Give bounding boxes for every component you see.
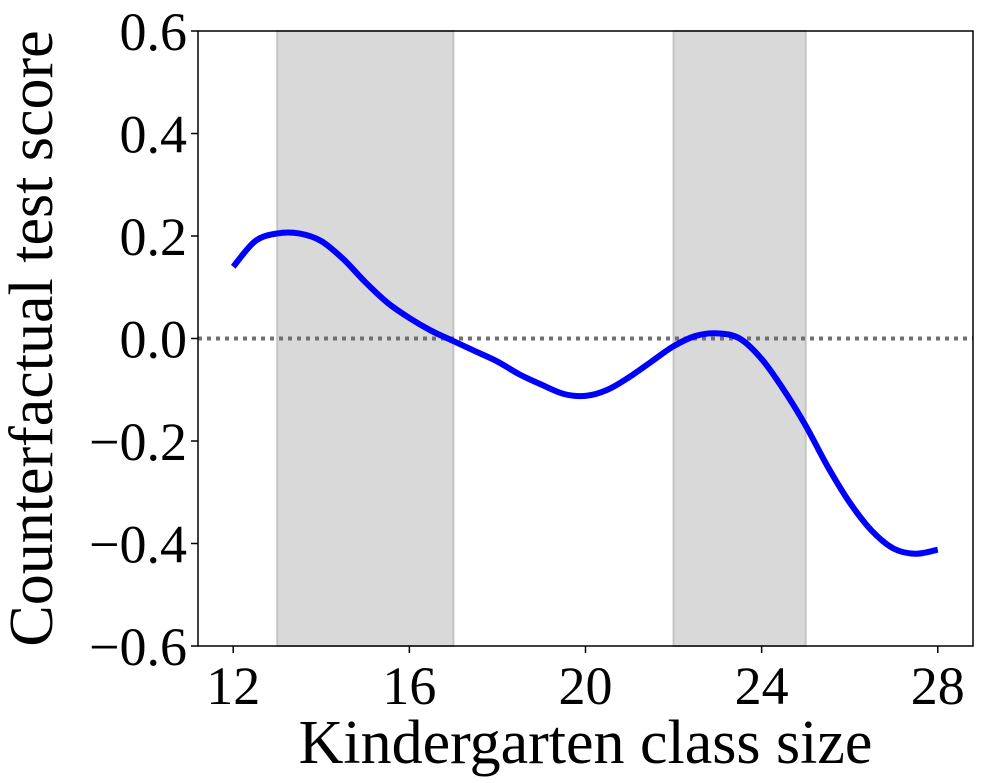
x-axis-ticks: 12 16 20 24 28 <box>206 646 965 716</box>
y-tick-label: 0.0 <box>120 310 188 370</box>
y-tick-label: −0.6 <box>89 617 187 677</box>
x-tick-label: 24 <box>735 656 789 716</box>
y-tick-label: 0.2 <box>120 207 188 267</box>
x-tick-label: 16 <box>382 656 436 716</box>
x-tick-label: 20 <box>559 656 613 716</box>
x-axis-label: Kindergarten class size <box>299 709 873 777</box>
x-tick-label: 12 <box>206 656 260 716</box>
y-axis-ticks: −0.6 −0.4 −0.2 0.0 0.2 0.4 0.6 <box>89 2 198 677</box>
y-tick-label: −0.2 <box>89 412 187 472</box>
y-axis-label: Counterfactual test score <box>0 30 66 646</box>
x-tick-label: 28 <box>911 656 965 716</box>
series-group <box>230 229 939 557</box>
y-tick-label: 0.4 <box>120 105 188 165</box>
series-line-1 <box>230 229 939 557</box>
y-tick-label: 0.6 <box>120 2 188 62</box>
y-tick-label: −0.4 <box>89 515 187 575</box>
